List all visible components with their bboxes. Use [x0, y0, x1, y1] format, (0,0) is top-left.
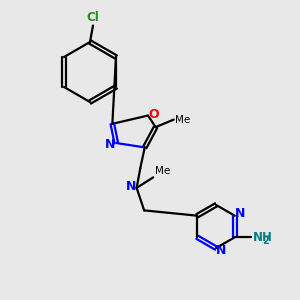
Text: N: N — [105, 138, 116, 151]
Text: N: N — [126, 181, 136, 194]
Text: N: N — [235, 207, 245, 220]
Text: NH: NH — [252, 231, 272, 244]
Text: Me: Me — [155, 166, 170, 176]
Text: Cl: Cl — [87, 11, 99, 24]
Text: N: N — [216, 244, 226, 257]
Text: 2: 2 — [262, 236, 269, 246]
Text: Me: Me — [175, 115, 190, 124]
Text: O: O — [148, 108, 159, 121]
